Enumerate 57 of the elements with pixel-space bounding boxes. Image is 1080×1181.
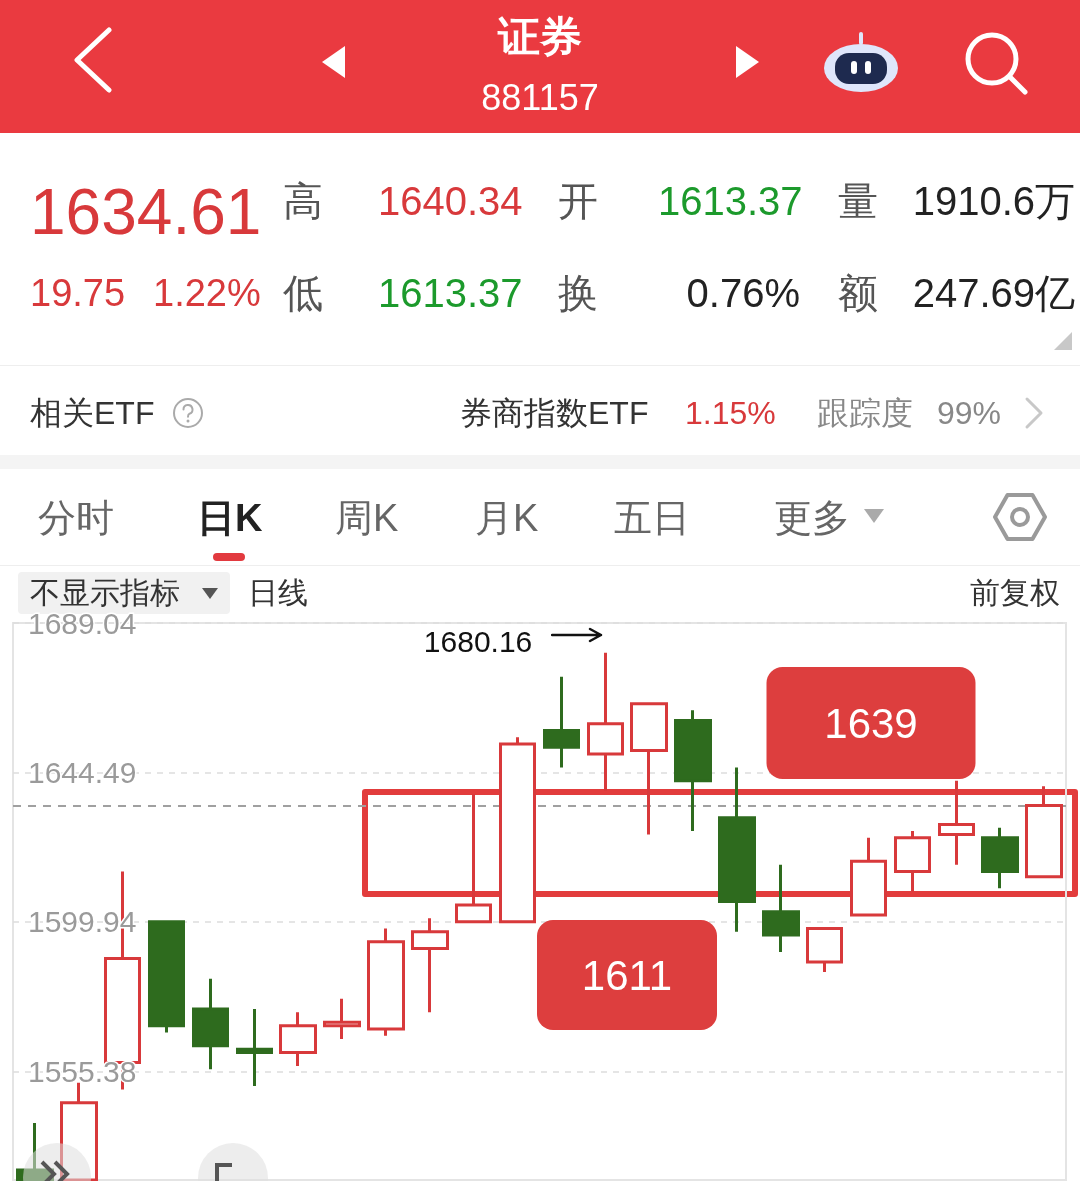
text: 1.22% [153, 272, 261, 314]
text: 高 [283, 179, 323, 223]
text: 周K [335, 497, 399, 539]
candlestick [148, 920, 185, 1033]
text: 更多 [774, 497, 850, 539]
text: 日K [197, 497, 263, 539]
candlestick [367, 928, 405, 1036]
text: 1613.37 [378, 271, 523, 315]
text: 1613.37 [658, 179, 803, 223]
text: 19.75 [30, 272, 126, 314]
text: 开 [558, 179, 598, 223]
text: 247.69亿 [912, 271, 1075, 315]
candlestick [981, 827, 1019, 889]
text: 不显示指标 [30, 576, 180, 609]
candlestick [630, 702, 668, 835]
text: 1910.6万 [912, 179, 1075, 223]
text: 量 [838, 179, 878, 223]
candlestick [1025, 786, 1063, 879]
text: 1634.61 [30, 176, 262, 248]
chart-subtitle: 881157 [480, 77, 600, 118]
text: 月K [475, 497, 539, 539]
candlestick [587, 652, 624, 791]
candlestick [192, 978, 229, 1070]
candlestick [455, 794, 492, 924]
candlestick [543, 676, 580, 768]
text: 1640.34 [378, 179, 523, 223]
candlestick [16, 1122, 54, 1181]
text: 99% [937, 395, 1002, 431]
text: 1.15% [685, 395, 776, 431]
text: 跟踪度 [817, 395, 913, 431]
candlestick [762, 864, 800, 952]
text: 0.76% [686, 271, 800, 315]
text: 额 [838, 271, 878, 315]
candlestick [850, 837, 887, 917]
annotation: 1680.16 [423, 625, 533, 659]
candlestick [938, 780, 975, 865]
candlestick [499, 737, 536, 924]
candlestick [411, 918, 449, 1013]
candlestick [674, 710, 712, 832]
candlestick [806, 926, 843, 973]
text: 五日 [614, 497, 690, 539]
chart-title: 证券 [496, 13, 583, 60]
annotation: 1611 [581, 951, 673, 999]
text: 分时 [38, 497, 114, 539]
candlestick [894, 831, 931, 892]
annotation: 1639 [824, 699, 918, 747]
text: 换 [558, 271, 598, 315]
text: 日线 [248, 576, 308, 609]
text: 前复权 [970, 576, 1060, 609]
text: 券商指数ETF [460, 395, 649, 431]
candlestick [323, 998, 361, 1040]
text: 低 [283, 271, 323, 315]
y-tick-label: 1644.49 [28, 755, 137, 789]
candlestick [718, 767, 756, 932]
candlestick [279, 1012, 317, 1066]
text: 相关ETF [30, 395, 155, 431]
candlestick [236, 1008, 273, 1087]
